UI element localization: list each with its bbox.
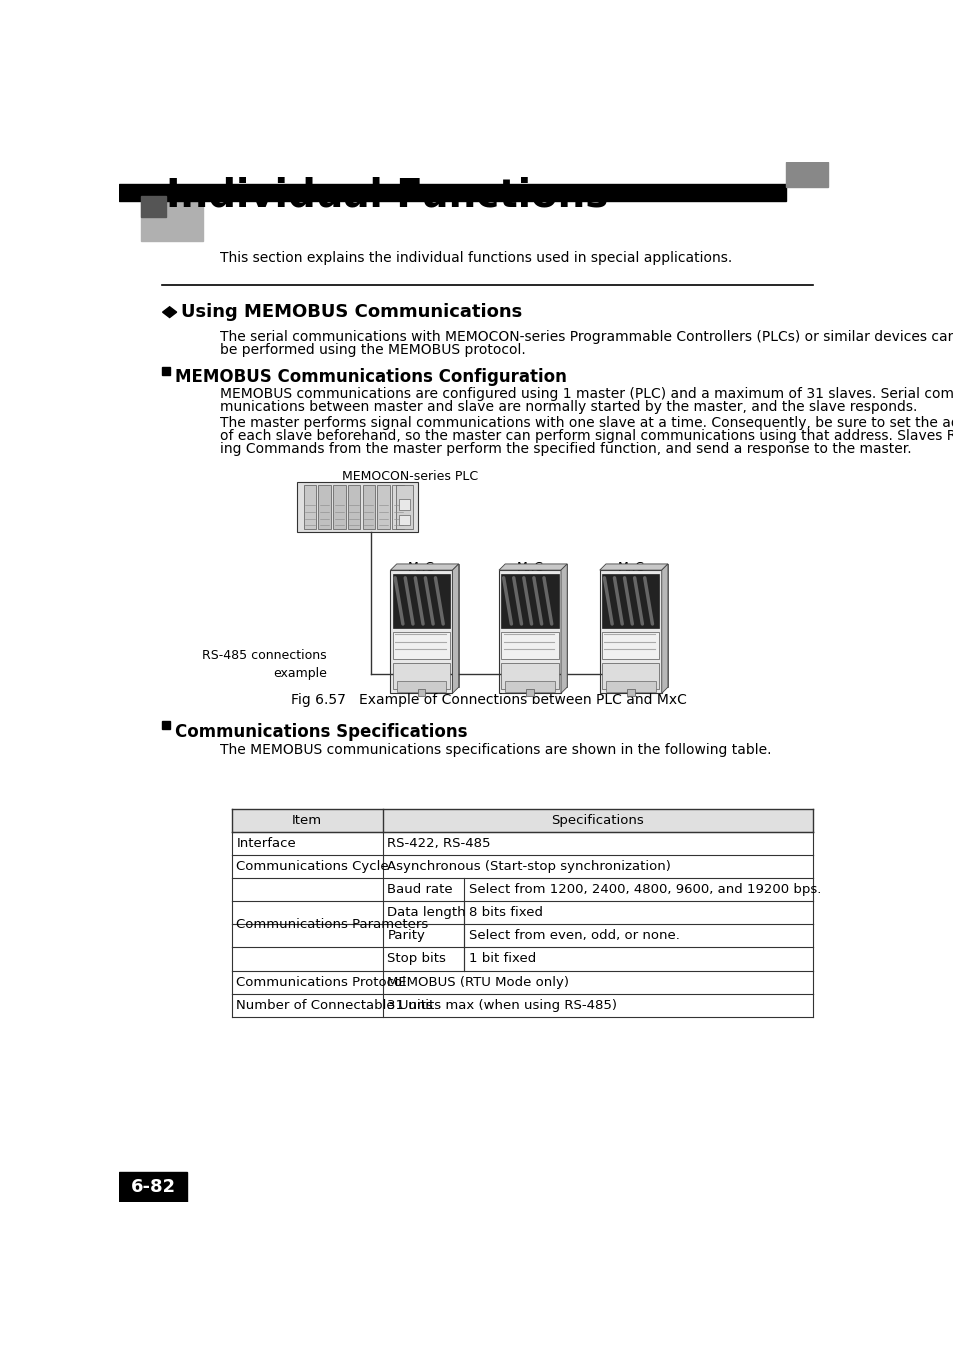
Text: 6-82: 6-82 [131,1177,175,1196]
Text: 31 units max (when using RS-485): 31 units max (when using RS-485) [387,999,617,1011]
Text: ing Commands from the master perform the specified function, and send a response: ing Commands from the master perform the… [220,443,911,456]
Bar [348,485,360,528]
Text: Select from even, odd, or none.: Select from even, odd, or none. [468,929,679,942]
Bar [500,632,558,659]
Bar [393,663,450,690]
Bar [119,1172,187,1202]
Bar [525,690,534,695]
Text: Interface: Interface [236,837,295,850]
Text: RS-485 connections
example: RS-485 connections example [202,648,327,679]
Text: The MEMOBUS communications specifications are shown in the following table.: The MEMOBUS communications specification… [220,743,771,756]
Text: MxC: MxC [516,560,543,574]
Text: MxC: MxC [617,560,643,574]
Bar [303,485,315,528]
Text: //: // [639,663,648,676]
Text: RS-422, RS-485: RS-422, RS-485 [387,837,491,850]
Text: munications between master and slave are normally started by the master, and the: munications between master and slave are… [220,400,917,414]
Polygon shape [162,306,176,317]
Bar [396,680,446,691]
Text: MxC: MxC [408,560,435,574]
Bar [605,680,655,691]
Text: The master performs signal communications with one slave at a time. Consequently: The master performs signal communication… [220,416,953,431]
Bar [505,564,567,687]
Text: The serial communications with MEMOCON-series Programmable Controllers (PLCs) or: The serial communications with MEMOCON-s… [220,329,953,344]
Text: Communications Cycle: Communications Cycle [236,860,389,873]
Bar [232,809,812,832]
Bar [392,485,404,528]
Bar [141,196,166,217]
Bar [119,184,785,201]
Bar [601,574,659,628]
Bar [395,485,413,528]
Text: Asynchronous (Start-stop synchronization): Asynchronous (Start-stop synchronization… [387,860,671,873]
Bar [393,574,450,628]
Bar [318,485,331,528]
Polygon shape [661,564,667,694]
Bar [396,564,458,687]
Text: of each slave beforehand, so the master can perform signal communications using : of each slave beforehand, so the master … [220,429,953,443]
Text: Data length: Data length [387,906,465,919]
Text: Communications Protocol: Communications Protocol [236,976,406,988]
Text: MEMOBUS communications are configured using 1 master (PLC) and a maximum of 31 s: MEMOBUS communications are configured us… [220,387,953,401]
Polygon shape [560,564,567,694]
Text: Baud rate: Baud rate [387,883,453,896]
Text: MEMOBUS Communications Configuration: MEMOBUS Communications Configuration [174,369,566,386]
Bar [390,570,452,694]
Bar [398,500,410,510]
Text: Individual Functions: Individual Functions [166,177,607,215]
Polygon shape [390,564,458,570]
Bar [141,194,203,240]
Bar [505,680,555,691]
Text: Specifications: Specifications [551,814,643,826]
Polygon shape [498,564,567,570]
Text: Communications Specifications: Communications Specifications [174,722,467,741]
Text: Parity: Parity [387,929,425,942]
Bar [785,162,827,186]
Bar [500,663,558,690]
Text: Using MEMOBUS Communications: Using MEMOBUS Communications [181,302,522,321]
Text: be performed using the MEMOBUS protocol.: be performed using the MEMOBUS protocol. [220,343,525,356]
Text: Number of Connectable Units: Number of Connectable Units [236,999,433,1011]
Bar [333,485,345,528]
Bar [601,632,659,659]
Text: Communications Parameters: Communications Parameters [236,918,428,930]
Bar [362,485,375,528]
Bar [393,632,450,659]
Bar [162,367,171,375]
Text: This section explains the individual functions used in special applications.: This section explains the individual fun… [220,251,732,265]
Text: MEMOBUS (RTU Mode only): MEMOBUS (RTU Mode only) [387,976,569,988]
Text: Stop bits: Stop bits [387,953,446,965]
Bar [498,570,560,694]
Bar [500,574,558,628]
Polygon shape [452,564,458,694]
Bar [162,721,171,729]
Bar [601,663,659,690]
Text: Item: Item [292,814,322,826]
Text: 8 bits fixed: 8 bits fixed [468,906,542,919]
Bar [417,690,425,695]
Bar [398,514,410,525]
Bar [605,564,667,687]
Text: Select from 1200, 2400, 4800, 9600, and 19200 bps.: Select from 1200, 2400, 4800, 9600, and … [468,883,821,896]
Text: Fig 6.57   Example of Connections between PLC and MxC: Fig 6.57 Example of Connections between … [291,694,686,707]
Bar [297,482,417,532]
Text: MEMOCON-series PLC: MEMOCON-series PLC [342,470,478,483]
Bar [599,570,661,694]
Polygon shape [599,564,667,570]
Bar [626,690,634,695]
Text: 1 bit fixed: 1 bit fixed [468,953,536,965]
Bar [377,485,390,528]
